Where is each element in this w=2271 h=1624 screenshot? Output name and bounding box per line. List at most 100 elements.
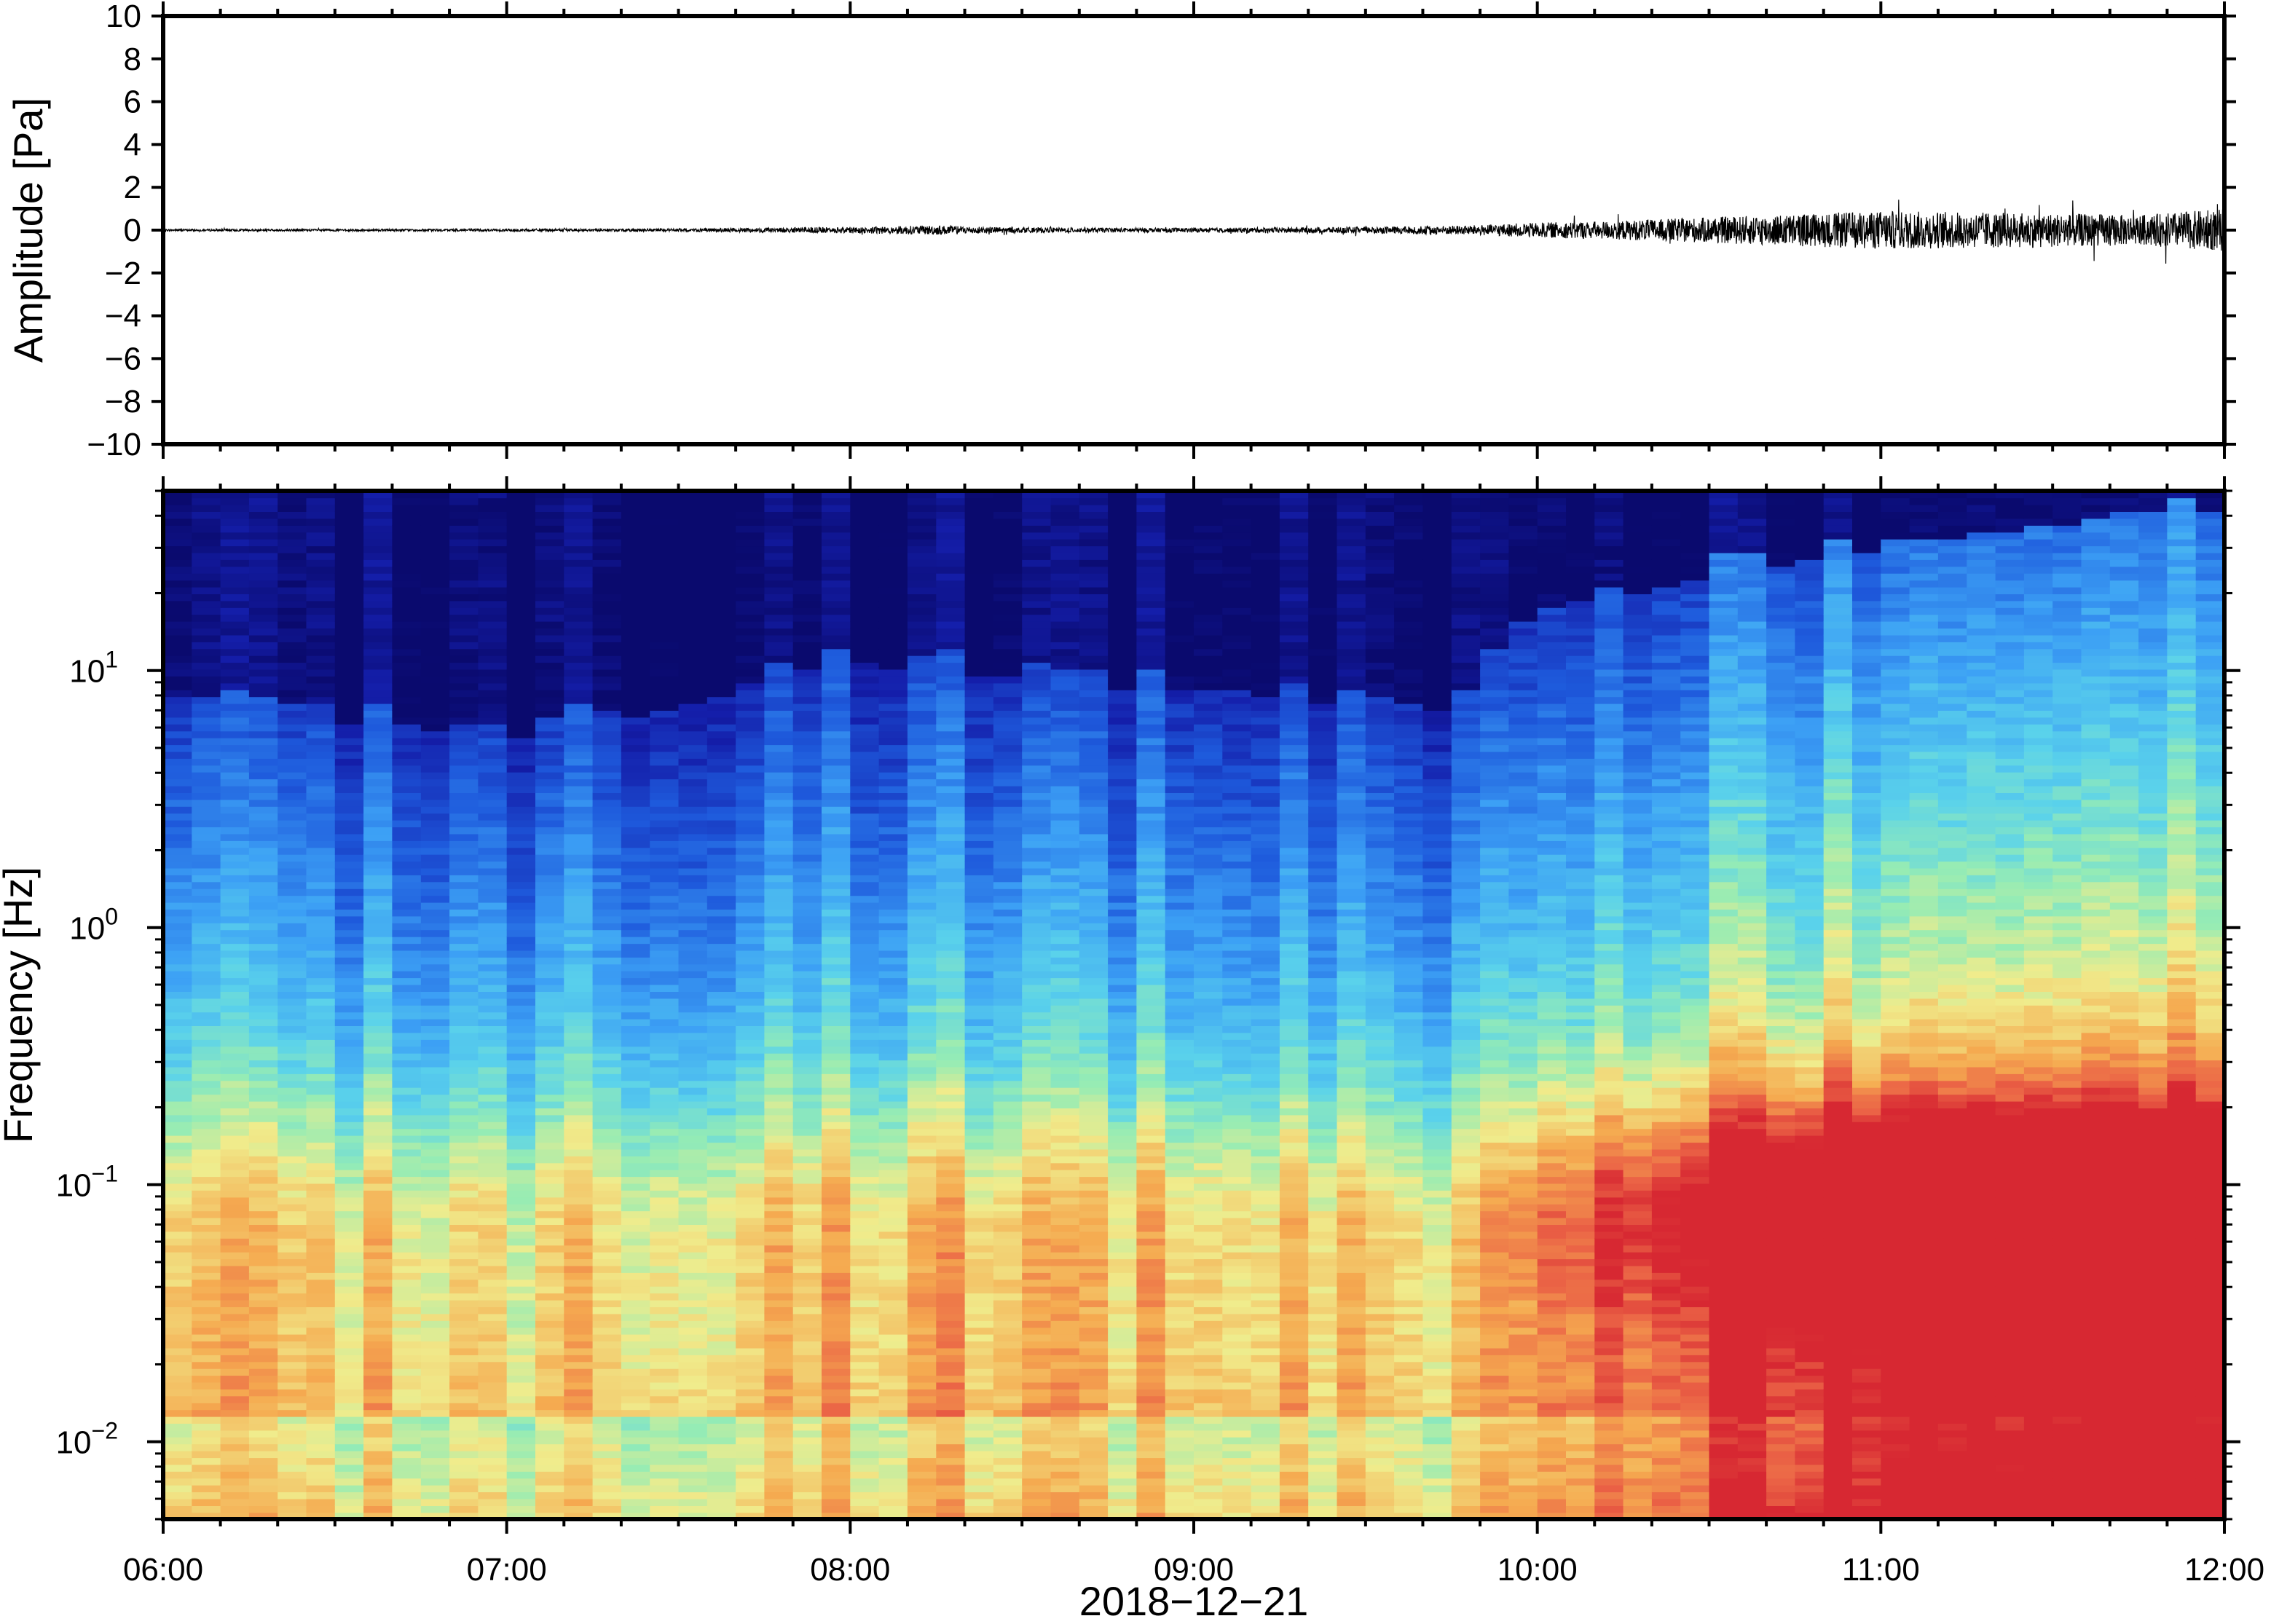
spectrogram-cell (334, 1355, 364, 1363)
spectrogram-cell (964, 1484, 994, 1493)
amplitude-tick-label: 6 (124, 84, 141, 120)
spectrogram-cell (248, 1176, 278, 1184)
spectrogram-cell (764, 1169, 794, 1178)
spectrogram-cell (736, 1403, 765, 1411)
spectrogram-cell (449, 1471, 479, 1479)
spectrogram-cell (363, 1327, 393, 1335)
spectrogram-cell (278, 642, 307, 650)
spectrogram-cell (334, 751, 364, 759)
spectrogram-cell (334, 1464, 364, 1472)
spectrogram-cell (163, 1183, 193, 1191)
spectrogram-cell (334, 771, 364, 780)
spectrogram-cell (792, 1114, 822, 1122)
spectrogram-cell (878, 847, 908, 855)
spectrogram-cell (650, 642, 680, 650)
spectrogram-cell (993, 881, 1023, 889)
spectrogram-cell (306, 580, 336, 588)
spectrogram-cell (478, 792, 508, 800)
spectrogram-cell (392, 1210, 422, 1218)
spectrogram-cell (392, 929, 422, 937)
spectrogram-cell (650, 538, 680, 547)
spectrogram-cell (907, 642, 937, 650)
spectrogram-cell (506, 1094, 536, 1102)
spectrogram-cell (192, 1087, 221, 1095)
spectrogram-cell (506, 1039, 536, 1047)
spectrogram-cell (707, 957, 736, 965)
spectrogram-cell (736, 1080, 765, 1088)
spectrogram-cell (707, 751, 736, 759)
spectrogram-cell (478, 662, 508, 670)
spectrogram-cell (964, 586, 994, 594)
spectrogram-cell (707, 1464, 736, 1472)
spectrogram-cell (478, 1313, 508, 1321)
spectrogram-cell (363, 586, 393, 594)
spectrogram-cell (592, 833, 622, 841)
spectrogram-cell (248, 929, 278, 937)
spectrogram-cell (535, 545, 565, 553)
spectrogram-cell (478, 511, 508, 519)
spectrogram-cell (334, 1046, 364, 1054)
spectrogram-cell (878, 806, 908, 814)
spectrogram-cell (506, 1176, 536, 1184)
spectrogram-cell (736, 1381, 765, 1390)
spectrogram-cell (707, 1457, 736, 1465)
spectrogram-cell (564, 833, 594, 841)
spectrogram-cell (650, 902, 680, 910)
spectrogram-cell (592, 888, 622, 896)
spectrogram-cell (792, 799, 822, 807)
spectrogram-cell (964, 682, 994, 690)
spectrogram-cell (1022, 1060, 1052, 1068)
spectrogram-cell (621, 1457, 650, 1465)
spectrogram-cell (506, 491, 536, 499)
spectrogram-cell (850, 1512, 880, 1519)
spectrogram-cell (334, 1087, 364, 1095)
spectrogram-cell (220, 915, 250, 923)
spectrogram-cell (192, 662, 221, 670)
spectrogram-cell (248, 1381, 278, 1390)
spectrogram-cell (564, 1403, 594, 1411)
spectrogram-cell (878, 827, 908, 835)
spectrogram-cell (1022, 532, 1052, 540)
spectrogram-cell (220, 586, 250, 594)
spectrogram-cell (592, 566, 622, 574)
spectrogram-cell (478, 1128, 508, 1136)
spectrogram-cell (822, 1285, 851, 1294)
spectrogram-cell (764, 1327, 794, 1335)
spectrogram-cell (707, 1162, 736, 1170)
amplitude-tick-label: −2 (105, 256, 141, 291)
spectrogram-cell (392, 566, 422, 574)
spectrogram-cell (392, 779, 422, 787)
spectrogram-cell (449, 717, 479, 725)
spectrogram-cell (993, 867, 1023, 875)
spectrogram-cell (678, 1478, 708, 1486)
spectrogram-cell (163, 909, 193, 917)
spectrogram-cell (907, 1450, 937, 1459)
spectrogram-cell (478, 1094, 508, 1102)
spectrogram-cell (707, 580, 736, 588)
spectrogram-cell (506, 1443, 536, 1451)
spectrogram-cell (621, 1224, 650, 1232)
spectrogram-cell (1050, 655, 1080, 663)
spectrogram-cell (306, 1355, 336, 1363)
spectrogram-cell (220, 1464, 250, 1472)
spectrogram-cell (678, 1238, 708, 1246)
spectrogram-cell (707, 1142, 736, 1150)
spectrogram-cell (564, 1176, 594, 1184)
spectrogram-cell (650, 881, 680, 889)
spectrogram-cell (449, 875, 479, 883)
spectrogram-cell (535, 1066, 565, 1074)
spectrogram-cell (535, 1204, 565, 1212)
spectrogram-cell (936, 1100, 966, 1108)
spectrogram-cell (334, 634, 364, 642)
spectrogram-cell (535, 854, 565, 862)
spectrogram-cell (564, 1361, 594, 1369)
spectrogram-cell (192, 538, 221, 547)
spectrogram-cell (564, 1498, 594, 1506)
spectrogram-cell (822, 1094, 851, 1102)
spectrogram-cell (964, 662, 994, 670)
spectrogram-cell (506, 600, 536, 608)
spectrogram-cell (707, 1313, 736, 1321)
spectrogram-cell (478, 1052, 508, 1061)
spectrogram-cell (993, 1313, 1023, 1321)
spectrogram-cell (850, 1355, 880, 1363)
